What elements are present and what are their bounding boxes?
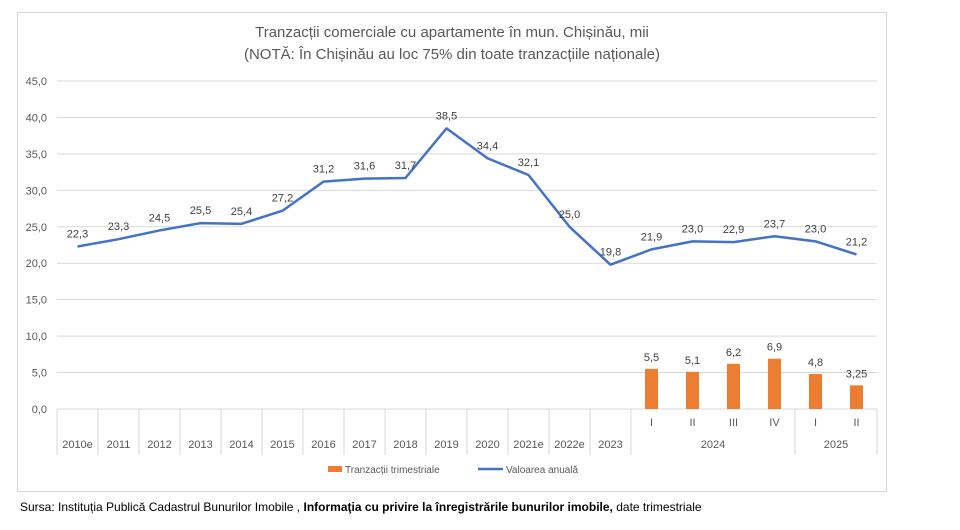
line-data-label: 32,1	[518, 157, 539, 169]
subtitle-line: (NOTĂ: În Chișinău au loc 75% din toate …	[243, 46, 661, 63]
line-data-label: 19,8	[600, 247, 621, 259]
bar-data-label: 3,25	[846, 368, 867, 380]
y-tick-label: 40,0	[26, 112, 47, 124]
line-data-label: 21,2	[846, 236, 867, 248]
line-data-label: 22,3	[67, 228, 88, 240]
x-tick-label: II	[853, 417, 859, 429]
y-tick-label: 0,0	[32, 404, 47, 416]
line-data-label: 25,5	[190, 205, 211, 217]
x-tick-label: III	[729, 417, 738, 429]
y-tick-label: 10,0	[26, 331, 47, 343]
line-data-label: 25,0	[559, 209, 580, 221]
x-tick-label: 2014	[229, 439, 253, 451]
line-data-label: 23,7	[764, 218, 785, 230]
x-tick-label: 2023	[598, 439, 622, 451]
bar	[768, 358, 781, 409]
bar-data-label: 5,1	[685, 355, 700, 367]
source-prefix: Sursa: Instituția Publică Cadastrul Bunu…	[20, 500, 301, 514]
line-data-label: 23,3	[108, 221, 129, 233]
x-tick-label: 2016	[311, 439, 335, 451]
source-note: Sursa: Instituția Publică Cadastrul Bunu…	[20, 500, 702, 514]
line-data-label: 34,4	[477, 140, 498, 152]
x-group-label: 2024	[701, 439, 725, 451]
x-tick-label: 2015	[270, 439, 294, 451]
bar	[645, 368, 658, 409]
bar-data-label: 5,5	[644, 352, 659, 364]
source-suffix: date trimestriale	[616, 500, 702, 514]
bar	[727, 363, 740, 409]
x-tick-label: IV	[769, 417, 780, 429]
x-tick-label: 2021e	[513, 439, 544, 451]
line-data-label: 25,4	[231, 206, 252, 218]
x-tick-label: 2020	[475, 439, 499, 451]
line-data-label: 31,7	[395, 160, 416, 172]
x-tick-label: 2017	[352, 439, 376, 451]
x-tick-label: 2011	[107, 439, 131, 451]
line-data-label: 24,5	[149, 212, 170, 224]
legend-bar-swatch	[328, 466, 342, 472]
line-data-label: 38,5	[436, 110, 457, 122]
line-data-label: 23,0	[805, 223, 826, 235]
line-data-label: 23,0	[682, 223, 703, 235]
source-bold: Informaţia cu privire la înregistrările …	[303, 500, 613, 514]
y-tick-label: 15,0	[26, 295, 47, 307]
chart-frame	[17, 12, 887, 492]
bar	[686, 371, 699, 409]
line-data-label: 21,9	[641, 231, 662, 243]
bar-data-label: 4,8	[808, 357, 823, 369]
annual-line	[77, 127, 857, 266]
bar	[850, 385, 863, 409]
y-tick-label: 35,0	[26, 149, 47, 161]
y-tick-label: 45,0	[26, 76, 47, 88]
line-data-label: 31,2	[313, 164, 334, 176]
y-tick-label: 30,0	[26, 185, 47, 197]
x-tick-label: 2010e	[62, 439, 93, 451]
legend-bar-label: Tranzacții trimestriale	[345, 465, 440, 476]
x-tick-label: 2012	[147, 439, 171, 451]
y-tick-label: 20,0	[26, 258, 47, 270]
legend-line-label: Valoarea anuală	[506, 465, 579, 476]
chart-title: Tranzacții comerciale cu apartamente în …	[17, 22, 887, 66]
bar-data-label: 6,2	[726, 347, 741, 359]
x-group-label: 2025	[824, 439, 848, 451]
x-tick-label: 2019	[434, 439, 458, 451]
line-data-label: 27,2	[272, 193, 293, 205]
line-data-label: 31,6	[354, 161, 375, 173]
x-tick-label: II	[689, 417, 695, 429]
x-tick-label: 2018	[393, 439, 417, 451]
y-tick-label: 5,0	[32, 368, 47, 380]
x-tick-label: I	[814, 417, 817, 429]
y-tick-label: 25,0	[26, 222, 47, 234]
bar-data-label: 6,9	[767, 342, 782, 354]
bar	[809, 374, 822, 409]
title-line: Tranzacții comerciale cu apartamente în …	[255, 24, 649, 41]
x-tick-label: 2013	[188, 439, 212, 451]
x-tick-label: I	[650, 417, 653, 429]
x-tick-label: 2022e	[554, 439, 585, 451]
line-data-label: 22,9	[723, 224, 744, 236]
